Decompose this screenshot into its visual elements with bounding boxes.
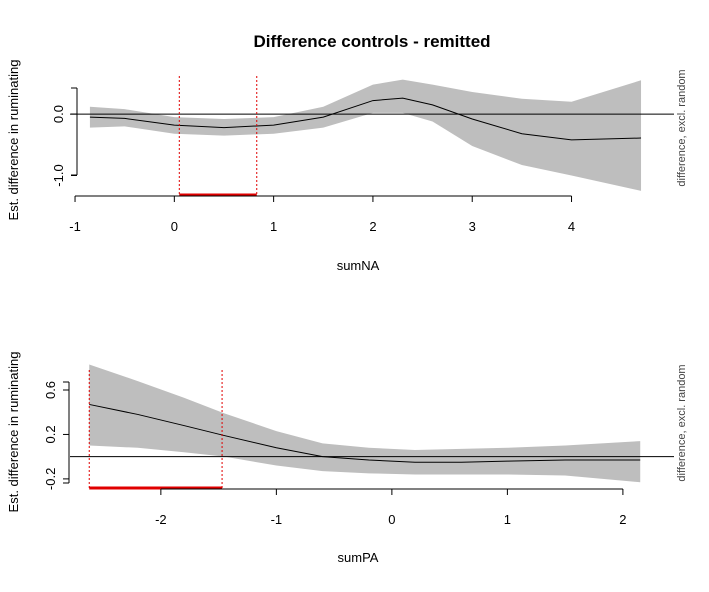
significant-region — [178, 76, 258, 197]
band-area — [89, 364, 641, 483]
y-tick-label: 0.2 — [43, 425, 58, 443]
x-tick-label: 3 — [469, 219, 476, 234]
x-tick-label: 4 — [568, 219, 575, 234]
x-tick-label: 1 — [270, 219, 277, 234]
band-area — [89, 79, 642, 191]
y-tick-label: -0.2 — [43, 468, 58, 490]
y-axis-label: Est. difference in ruminating — [6, 60, 21, 221]
panel-sumNA: -1 0 1 2 3 4 -1.0 0.0 sumNA Est. difference in… — [6, 60, 688, 273]
x-tick-label: 2 — [619, 512, 626, 527]
y-tick-label: 0.6 — [43, 381, 58, 399]
y-tick-label: -1.0 — [51, 164, 66, 186]
y-axis: -0.2 0.2 0.6 — [43, 381, 70, 490]
x-tick-label: 1 — [504, 512, 511, 527]
panel-sumPA: -2 -1 0 1 2 -0.2 0.2 0.6 sumPA Est. difference… — [6, 352, 688, 565]
side-label: difference, excl. random — [676, 364, 688, 481]
chart-title: Difference controls - remitted — [253, 32, 490, 51]
x-tick-label: 2 — [369, 219, 376, 234]
confidence-band — [89, 364, 641, 483]
x-axis: -2 -1 0 1 2 — [155, 488, 627, 527]
confidence-band — [89, 79, 642, 191]
significant-region — [88, 370, 223, 490]
estimate-curve — [89, 403, 641, 463]
x-tick-label: -2 — [155, 512, 167, 527]
x-axis-label: sumPA — [338, 550, 379, 565]
x-axis: -1 0 1 2 3 4 — [69, 195, 575, 234]
estimate-line — [89, 97, 642, 141]
y-tick-label: 0.0 — [51, 105, 66, 123]
x-tick-label: -1 — [69, 219, 81, 234]
x-tick-label: -1 — [271, 512, 283, 527]
y-axis-label: Est. difference in ruminating — [6, 352, 21, 513]
x-tick-label: 0 — [171, 219, 178, 234]
estimate-line — [89, 403, 641, 463]
side-label: difference, excl. random — [676, 69, 688, 186]
x-tick-label: 0 — [388, 512, 395, 527]
y-axis: -1.0 0.0 — [51, 87, 78, 187]
x-axis-label: sumNA — [337, 258, 380, 273]
estimate-curve — [89, 97, 642, 141]
